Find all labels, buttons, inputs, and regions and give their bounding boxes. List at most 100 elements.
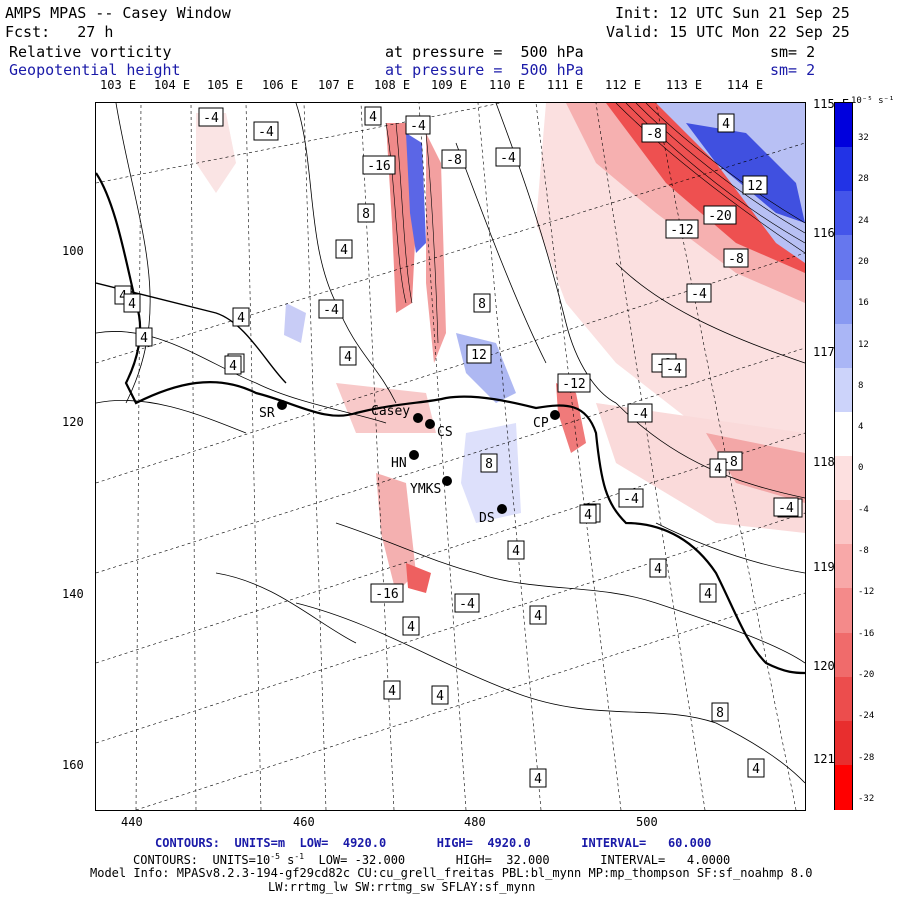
contour-label: -4: [495, 147, 521, 167]
contour-label: 8: [480, 453, 498, 473]
contour-label: -4: [661, 358, 687, 378]
colorbar-label: -4: [858, 504, 869, 515]
svg-text:4: 4: [340, 243, 348, 258]
contour-label: -4: [318, 299, 344, 319]
colorbar-label: -16: [858, 628, 875, 639]
contour-label: -4: [454, 593, 480, 613]
station-label: CP: [533, 416, 549, 431]
colorbar-label: 0: [858, 463, 864, 474]
contour-label: -4: [773, 497, 799, 517]
colorbar-label: -8: [858, 546, 869, 556]
svg-text:8: 8: [362, 207, 370, 222]
svg-text:4: 4: [534, 772, 542, 787]
contour-label: 8: [711, 702, 729, 722]
contour-label: 4: [507, 540, 525, 560]
svg-text:-8: -8: [646, 127, 662, 142]
model-info: Model Info: MPASv8.2.3-194-gf29cd82c CU:…: [90, 866, 813, 880]
colorbar-label: -12: [858, 587, 875, 598]
contour-label: -12: [557, 373, 591, 393]
svg-text:4: 4: [714, 462, 722, 477]
field1-smooth: sm= 2: [770, 43, 816, 61]
contour-label: 12: [466, 344, 492, 364]
contour-label: -16: [370, 583, 404, 603]
svg-text:4: 4: [512, 544, 520, 559]
neg-vorticity-south-core: [406, 563, 431, 593]
svg-text:4: 4: [584, 508, 592, 523]
lon-label: 103 E: [100, 78, 137, 92]
contour-label: 4: [747, 758, 765, 778]
station-label: CS: [437, 425, 453, 440]
contour-label: -4: [405, 115, 431, 135]
graticule: [96, 103, 805, 810]
svg-text:-16: -16: [375, 587, 398, 602]
colorbar-label: 8: [858, 380, 864, 391]
svg-text:8: 8: [485, 457, 493, 472]
colorbar-band: [835, 632, 852, 678]
contour-label: 4: [135, 327, 153, 347]
contour-label: 8: [473, 293, 491, 313]
contour-label: 4: [339, 346, 357, 366]
station-label: Casey: [371, 404, 410, 419]
svg-text:-4: -4: [323, 303, 339, 318]
colorbar-label: 16: [858, 298, 869, 309]
y-tick: 100: [62, 244, 84, 258]
contour-label: -4: [686, 283, 712, 303]
contour-label: 4: [364, 106, 382, 126]
svg-text:-20: -20: [708, 209, 731, 224]
colorbar-band: [835, 323, 852, 369]
colorbar-band: [835, 147, 852, 192]
contour-label: -4: [198, 107, 224, 127]
colorbar-label: 32: [858, 133, 869, 143]
contour-label: 4: [529, 768, 547, 788]
init-time: Init: 12 UTC Sun 21 Sep 25: [615, 4, 850, 22]
svg-text:4: 4: [407, 620, 415, 635]
svg-text:4: 4: [128, 297, 136, 312]
colorbar-band: [835, 411, 852, 457]
svg-text:-4: -4: [778, 501, 794, 516]
svg-text:4: 4: [436, 689, 444, 704]
y-tick: 160: [62, 758, 84, 772]
contour-label: 4: [123, 293, 141, 313]
contour-label: -8: [641, 123, 667, 143]
colorbar-band: [835, 588, 852, 633]
svg-text:-4: -4: [203, 111, 219, 126]
contour-label-group: -4-44-48-16-8-448444-44444-8412-12-4-8-4…: [114, 106, 803, 788]
contour-label: 4: [383, 680, 401, 700]
coastline: [96, 172, 805, 675]
colorbar-label: 12: [858, 339, 869, 350]
contour-label: -4: [253, 121, 279, 141]
y-tick: 120: [62, 415, 84, 429]
pos-vorticity-band-ne: [656, 103, 805, 263]
neg-vorticity-cp-blob: [556, 383, 586, 453]
svg-text:4: 4: [704, 587, 712, 602]
lon-label: 113 E: [666, 78, 703, 92]
colorbar-band: [835, 103, 852, 148]
svg-text:8: 8: [716, 706, 724, 721]
lon-label: 109 E: [431, 78, 468, 92]
lon-label: 111 E: [547, 78, 584, 92]
colorbar-band: [835, 676, 852, 722]
svg-text:-12: -12: [562, 377, 585, 392]
field2-name: Geopotential height: [9, 61, 181, 79]
y-tick: 140: [62, 587, 84, 601]
svg-text:-4: -4: [666, 362, 682, 377]
colorbar-label: -24: [858, 711, 875, 722]
contour-label: -16: [362, 155, 396, 175]
chart-title: AMPS MPAS -- Casey Window: [5, 4, 231, 22]
svg-text:4: 4: [140, 331, 148, 346]
svg-text:-4: -4: [632, 407, 648, 422]
lon-label: 108 E: [374, 78, 411, 92]
contour-label: 4: [224, 355, 242, 375]
x-tick: 440: [121, 815, 143, 829]
colorbar-band: [835, 720, 852, 766]
colorbar-band: [835, 544, 852, 589]
colorbar-label: -28: [858, 752, 875, 763]
colorbar-band: [835, 367, 852, 413]
contour-label: 4: [717, 113, 735, 133]
valid-time: Valid: 15 UTC Mon 22 Sep 25: [606, 23, 850, 41]
svg-text:-8: -8: [728, 252, 744, 267]
lon-label: 110 E: [489, 78, 526, 92]
vorticity-core-contours: [385, 103, 805, 344]
neg-vorticity-band-se2: [706, 433, 805, 503]
svg-text:-4: -4: [691, 287, 707, 302]
